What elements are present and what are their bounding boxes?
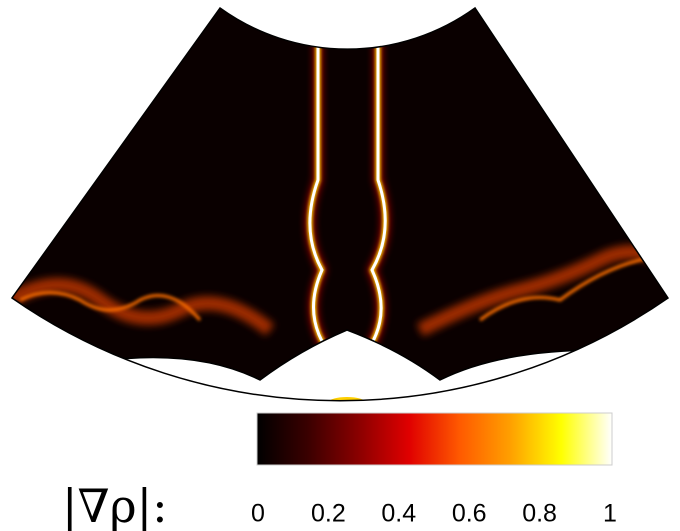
colorbar-tick-label: 0.6 [452,500,487,528]
colorbar-tick-label: 0.8 [522,500,557,528]
colorbar-tick-label: 1 [603,500,617,528]
colorbar [257,413,612,465]
colorbar-tick-label: 0.2 [311,500,346,528]
figure: |∇ρ|: 0 0.2 0.4 0.6 0.8 1 [0,0,680,531]
field [0,0,680,420]
colorbar-tick-label: 0.4 [381,500,416,528]
colorbar-tick-label: 0 [251,500,265,528]
colorbar-label: |∇ρ|: [62,479,168,531]
